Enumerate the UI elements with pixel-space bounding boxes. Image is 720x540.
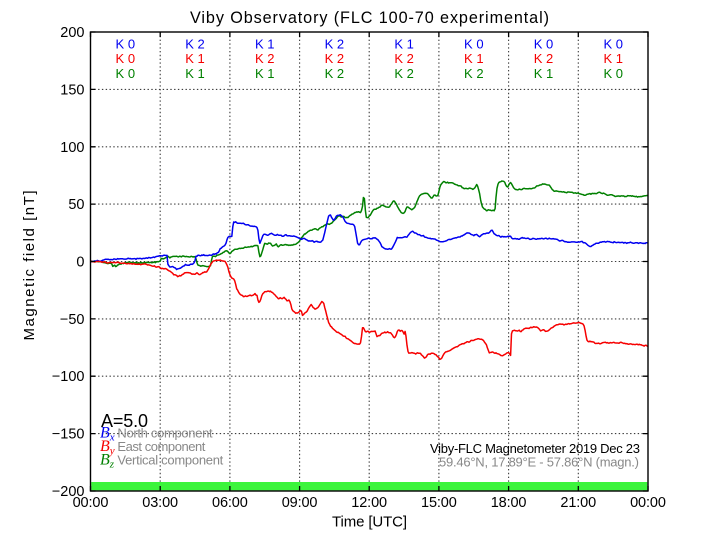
svg-text:K 1: K 1	[185, 66, 205, 81]
svg-text:150: 150	[60, 82, 84, 98]
svg-text:06:00: 06:00	[212, 495, 248, 511]
svg-text:K 2: K 2	[394, 66, 414, 81]
svg-text:200: 200	[60, 25, 84, 41]
svg-text:K 1: K 1	[534, 66, 554, 81]
svg-text:K 0: K 0	[464, 37, 484, 52]
svg-text:K 0: K 0	[603, 66, 623, 81]
svg-text:Vertical component: Vertical component	[117, 453, 223, 468]
svg-text:K 1: K 1	[603, 51, 623, 66]
svg-text:−100: −100	[52, 369, 85, 385]
svg-text:K 2: K 2	[394, 51, 414, 66]
svg-text:12:00: 12:00	[351, 495, 387, 511]
svg-text:−200: −200	[52, 484, 85, 500]
svg-text:100: 100	[60, 140, 84, 156]
svg-text:50: 50	[68, 197, 84, 213]
svg-text:K 1: K 1	[464, 51, 484, 66]
svg-text:K 2: K 2	[255, 51, 275, 66]
svg-text:K 1: K 1	[255, 37, 275, 52]
svg-text:Viby Observatory (FLC 100-70 e: Viby Observatory (FLC 100-70 experimenta…	[190, 9, 549, 27]
svg-text:K 2: K 2	[325, 37, 345, 52]
svg-text:K 1: K 1	[185, 51, 205, 66]
svg-text:K 2: K 2	[534, 51, 554, 66]
svg-text:0: 0	[76, 255, 84, 271]
svg-text:Time [UTC]: Time [UTC]	[332, 514, 407, 531]
svg-text:K 2: K 2	[464, 66, 484, 81]
svg-text:09:00: 09:00	[282, 495, 318, 511]
svg-text:K 0: K 0	[116, 37, 136, 52]
svg-text:K 0: K 0	[534, 37, 554, 52]
svg-text:K 1: K 1	[394, 37, 414, 52]
svg-text:K 0: K 0	[116, 51, 136, 66]
svg-text:K 2: K 2	[185, 37, 205, 52]
svg-text:K 0: K 0	[116, 66, 136, 81]
svg-text:K 0: K 0	[603, 37, 623, 52]
svg-text:K 2: K 2	[325, 66, 345, 81]
svg-text:North component: North component	[117, 426, 213, 441]
svg-text:59.46°N, 17.89°E - 57.86°N (ma: 59.46°N, 17.89°E - 57.86°N (magn.)	[439, 454, 639, 469]
svg-text:00:00: 00:00	[630, 495, 666, 511]
svg-text:−50: −50	[60, 312, 85, 328]
svg-text:Viby-FLC Magnetometer 2019 Dec: Viby-FLC Magnetometer 2019 Dec 23	[430, 441, 640, 456]
svg-text:00:00: 00:00	[73, 495, 109, 511]
svg-text:East component: East component	[117, 439, 205, 454]
svg-text:03:00: 03:00	[142, 495, 178, 511]
svg-text:18:00: 18:00	[491, 495, 527, 511]
svg-text:K 1: K 1	[255, 66, 275, 81]
svg-text:15:00: 15:00	[421, 495, 457, 511]
svg-text:A=5.0: A=5.0	[101, 411, 148, 431]
svg-text:−150: −150	[52, 427, 85, 443]
svg-text:21:00: 21:00	[560, 495, 596, 511]
svg-text:K 2: K 2	[325, 51, 345, 66]
